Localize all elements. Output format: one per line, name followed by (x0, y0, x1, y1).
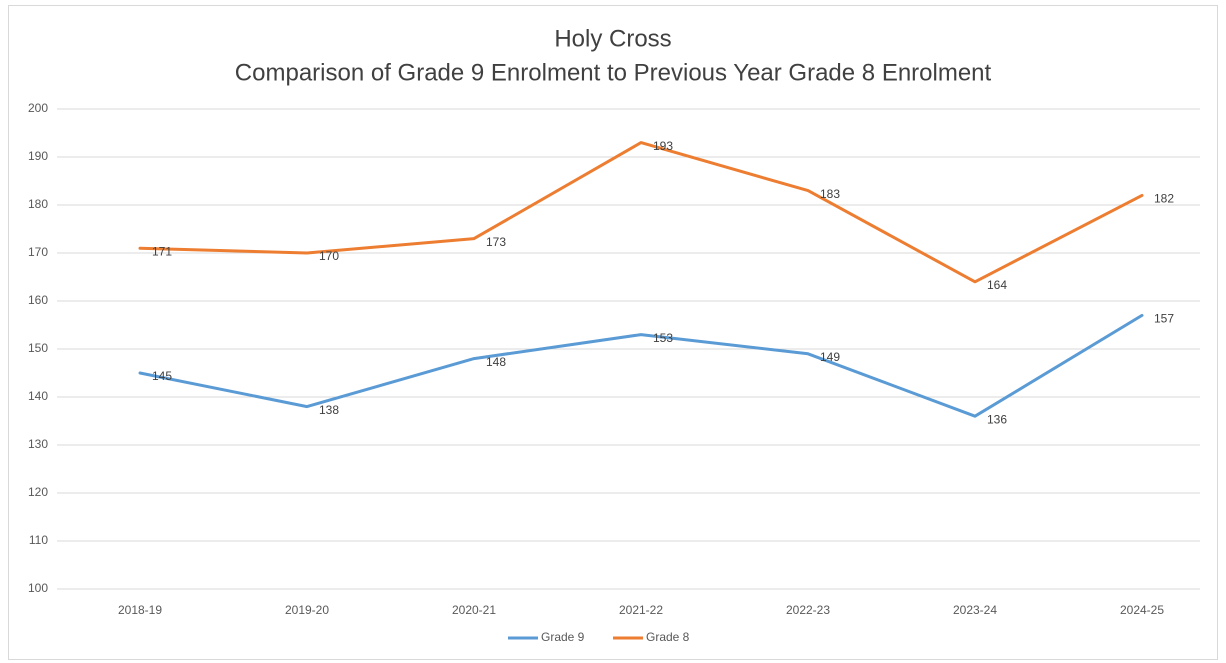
data-label: 157 (1154, 312, 1174, 326)
y-tick-label: 180 (28, 197, 48, 211)
y-tick-label: 190 (28, 149, 48, 163)
legend-label: Grade 8 (646, 630, 690, 644)
data-label: 145 (152, 369, 172, 383)
y-tick-label: 160 (28, 293, 48, 307)
data-label: 148 (486, 355, 506, 369)
legend-label: Grade 9 (541, 630, 585, 644)
x-tick-label: 2019-20 (285, 603, 329, 617)
data-label: 193 (653, 139, 673, 153)
y-tick-label: 170 (28, 245, 48, 259)
data-label: 182 (1154, 192, 1174, 206)
y-tick-label: 100 (28, 581, 48, 595)
y-tick-label: 150 (28, 341, 48, 355)
data-label: 171 (152, 244, 172, 258)
y-tick-label: 130 (28, 437, 48, 451)
data-label: 153 (653, 331, 673, 345)
x-tick-label: 2021-22 (619, 603, 663, 617)
y-tick-label: 120 (28, 485, 48, 499)
y-tick-label: 140 (28, 389, 48, 403)
x-tick-label: 2020-21 (452, 603, 496, 617)
x-tick-label: 2023-24 (953, 603, 997, 617)
x-tick-label: 2022-23 (786, 603, 830, 617)
data-label: 173 (486, 235, 506, 249)
chart-title: Holy Cross (554, 25, 671, 52)
chart-frame (8, 5, 1218, 660)
data-label: 170 (319, 249, 339, 263)
chart-subtitle: Comparison of Grade 9 Enrolment to Previ… (235, 59, 992, 86)
data-label: 164 (987, 278, 1007, 292)
data-label: 149 (820, 350, 840, 364)
y-tick-label: 200 (28, 101, 48, 115)
data-label: 136 (987, 412, 1007, 426)
x-tick-label: 2018-19 (118, 603, 162, 617)
series-line (138, 313, 1144, 418)
data-label: 183 (820, 187, 840, 201)
series-line (138, 141, 1144, 284)
y-tick-label: 110 (29, 533, 48, 547)
data-label: 138 (319, 403, 339, 417)
x-tick-label: 2024-25 (1120, 603, 1164, 617)
